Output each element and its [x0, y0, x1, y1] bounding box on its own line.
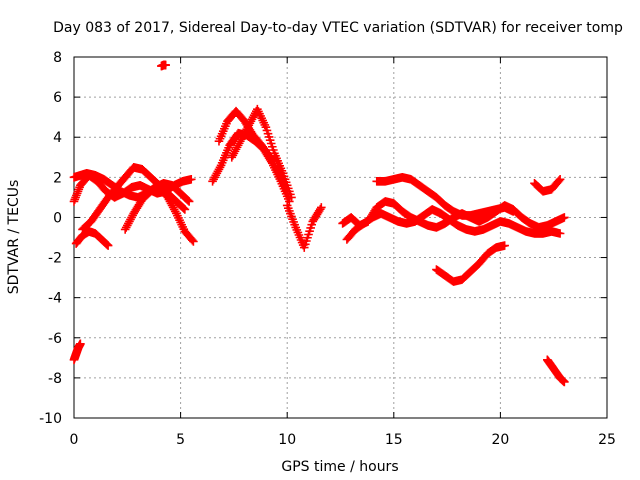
data-point: [303, 233, 312, 243]
data-point: [500, 241, 509, 250]
y-tick-label: 0: [53, 210, 62, 226]
data-point: [263, 129, 273, 139]
y-tick-label: 2: [53, 170, 62, 186]
series-arc-o: [432, 241, 509, 286]
data-point: [301, 239, 310, 249]
data-point: [103, 241, 113, 250]
series-arc-g: [69, 339, 85, 365]
data-point: [269, 145, 278, 155]
data-point: [76, 339, 85, 349]
x-tick-label: 20: [491, 432, 509, 448]
y-tick-label: -10: [39, 411, 62, 427]
series-arc-q: [543, 355, 569, 387]
x-tick-label: 15: [385, 432, 403, 448]
data-point: [179, 204, 189, 213]
axis-ticks: 0 5 10 15 20 25 -10 -8 -6 -4 -2 0 2 4 6 8: [39, 50, 616, 448]
y-tick-label: 6: [53, 90, 62, 106]
data-point: [265, 135, 275, 145]
data-point: [262, 126, 272, 135]
y-tick-label: 4: [53, 130, 62, 146]
data-point: [266, 139, 276, 148]
series-arc-j: [227, 104, 296, 202]
data-point: [184, 197, 194, 206]
data-point: [299, 243, 309, 252]
data-point: [180, 205, 190, 214]
x-tick-label: 10: [278, 432, 296, 448]
series-arc-p: [530, 175, 565, 196]
data-point: [188, 235, 197, 245]
data-point: [555, 229, 565, 238]
data-point: [317, 203, 326, 212]
plot-frame: [73, 56, 608, 419]
data-point: [267, 142, 277, 152]
data-point: [189, 237, 198, 246]
data-point: [560, 377, 569, 387]
grid-lines: [74, 57, 607, 418]
data-point: [261, 122, 271, 132]
data-points: [69, 60, 569, 387]
x-tick-label: 0: [70, 432, 79, 448]
series-arc-m: [342, 205, 565, 244]
data-point: [508, 207, 518, 216]
y-tick-label: -6: [48, 331, 62, 347]
series-arc-e: [120, 183, 198, 246]
data-point: [306, 223, 315, 233]
data-point: [560, 213, 569, 222]
data-point: [305, 226, 314, 236]
x-axis-label: GPS time / hours: [281, 459, 398, 475]
series-arc-n: [372, 173, 518, 220]
data-point: [264, 132, 274, 142]
data-point: [304, 230, 313, 239]
data-point: [287, 193, 296, 202]
data-point: [554, 176, 564, 185]
y-tick-label: -8: [48, 371, 62, 387]
data-point: [302, 236, 311, 246]
series-arc-d: [71, 227, 113, 250]
y-tick-label: -2: [48, 251, 62, 267]
y-tick-label: -4: [48, 291, 62, 307]
y-tick-label: 8: [53, 50, 62, 66]
series-arc-k: [282, 201, 326, 252]
data-point: [186, 175, 196, 184]
data-point: [161, 60, 170, 70]
data-point: [555, 175, 565, 184]
data-point: [307, 220, 317, 230]
x-tick-label: 5: [176, 432, 185, 448]
chart-title: Day 083 of 2017, Sidereal Day-to-day VTE…: [53, 20, 623, 36]
series-arc-f: [157, 60, 170, 71]
data-point: [183, 196, 193, 205]
y-axis-label: SDTVAR / TECUs: [6, 180, 22, 295]
x-tick-label: 25: [598, 432, 616, 448]
